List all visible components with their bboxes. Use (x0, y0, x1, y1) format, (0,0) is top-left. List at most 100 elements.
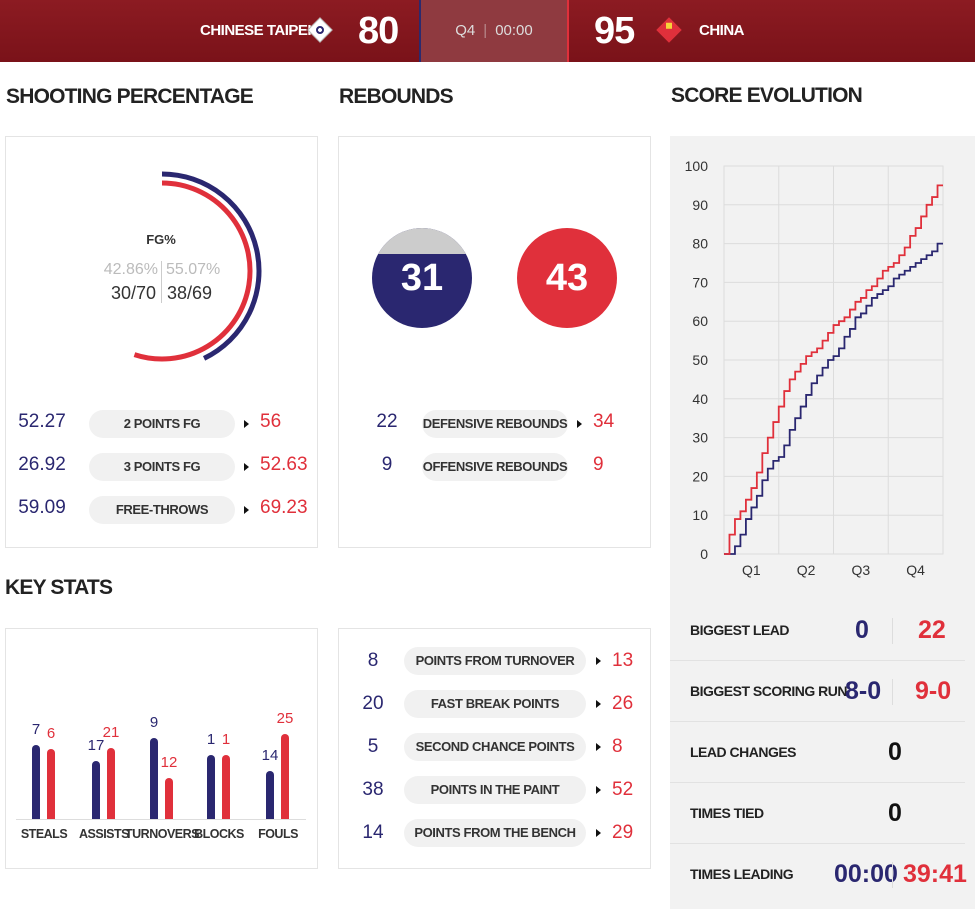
defensive-rebounds-label: DEFENSIVE REBOUNDS (422, 410, 568, 438)
away-3pt-fg: 52.63 (260, 454, 308, 475)
scoreboard-header: CHINESE TAIPEI 80 Q4 | 00:00 95 CHINA (0, 0, 975, 62)
lead-changes-value: 0 (888, 738, 902, 766)
away-biggest-run: 9-0 (915, 677, 952, 705)
score-evolution-title: SCORE EVOLUTION (671, 84, 863, 107)
free-throws-label: FREE-THROWS (89, 496, 235, 524)
home-rebounds-circle: 31 (372, 228, 472, 328)
away-fouls-bar (281, 734, 289, 819)
home-assists-value: 17 (87, 737, 105, 755)
fg-divider (161, 261, 162, 303)
game-clock: Q4 | 00:00 (419, 0, 569, 62)
biggest-lead-label: BIGGEST LEAD (690, 622, 790, 638)
arrow-right-icon (596, 743, 601, 751)
away-blocks-bar (222, 755, 230, 819)
chinese-taipei-flag-icon (307, 17, 333, 43)
home-score: 80 (358, 10, 399, 52)
arrow-right-icon (244, 506, 249, 514)
home-turnovers-bar (150, 738, 158, 819)
2pt-fg-label: 2 POINTS FG (89, 410, 235, 438)
home-steals-bar (32, 745, 40, 819)
arrow-right-icon (244, 420, 249, 428)
shooting-percentage-title: SHOOTING PERCENTAGE (6, 85, 254, 108)
away-rebounds-total: 43 (545, 257, 589, 299)
fast-break-points-label: FAST BREAK POINTS (404, 690, 586, 718)
home-second-chance-points: 5 (367, 736, 379, 757)
arrow-right-icon (596, 786, 601, 794)
home-rebounds-gap (372, 228, 472, 254)
home-offensive-rebounds: 9 (381, 454, 393, 475)
home-defensive-rebounds: 22 (376, 411, 398, 432)
away-times-leading: 39:41 (903, 860, 967, 888)
times-tied-row: TIMES TIED 0 (670, 783, 965, 844)
key-stats-title: KEY STATS (5, 576, 113, 599)
steals-label: STEALS (20, 827, 68, 841)
points-in-paint-label: POINTS IN THE PAINT (404, 776, 586, 804)
blocks-label: BLOCKS (194, 827, 244, 841)
away-steals-bar (47, 748, 55, 819)
home-fouls-value: 14 (261, 747, 279, 765)
y-tick-label: 0 (700, 546, 708, 562)
quarter-label: Q4 (455, 22, 476, 39)
clock-time: 00:00 (495, 22, 533, 39)
arrow-right-icon (244, 463, 249, 471)
y-tick-label: 100 (685, 158, 709, 174)
away-turnovers-value: 12 (160, 754, 178, 772)
away-2pt-fg: 56 (260, 411, 282, 432)
y-tick-label: 30 (692, 430, 708, 446)
home-biggest-lead: 0 (855, 616, 869, 644)
home-3pt-fg: 26.92 (18, 454, 66, 475)
home-score-line (724, 242, 943, 555)
home-team-name: CHINESE TAIPEI (200, 22, 312, 39)
away-assists-bar (107, 747, 115, 819)
biggest-scoring-run-label: BIGGEST SCORING RUN (690, 683, 847, 699)
away-fg-pct: 55.07% (166, 261, 221, 278)
home-bench-points: 14 (362, 822, 384, 843)
x-tick-label: Q4 (906, 562, 925, 578)
away-fg-made: 38/69 (167, 283, 213, 303)
away-bench-points: 29 (612, 822, 634, 843)
row-divider (892, 679, 893, 705)
assists-label: ASSISTS (79, 827, 130, 841)
home-fg-pct: 42.86% (103, 261, 158, 278)
away-steals-value: 6 (46, 724, 56, 742)
times-leading-row: TIMES LEADING 00:00 39:41 (670, 844, 967, 905)
china-flag-icon (656, 17, 682, 43)
fg-arc-chart (133, 171, 262, 362)
key-stats-bars-panel: 7 6 17 21 9 12 1 1 14 25 STEALS ASSISTS TURNOVERS BL… (5, 628, 318, 869)
fg-label: FG% (146, 232, 176, 247)
times-leading-label: TIMES LEADING (690, 866, 794, 882)
x-tick-label: Q3 (852, 562, 871, 578)
row-divider (892, 862, 893, 888)
times-tied-label: TIMES TIED (690, 805, 764, 821)
away-rebounds-circle: 43 (517, 228, 617, 328)
home-assists-bar (92, 761, 100, 819)
away-defensive-rebounds: 34 (593, 411, 615, 432)
away-biggest-lead: 22 (918, 616, 946, 644)
away-offensive-rebounds: 9 (593, 454, 604, 475)
y-tick-label: 90 (692, 197, 708, 213)
away-fouls-value: 25 (276, 710, 294, 727)
points-from-turnover-label: POINTS FROM TURNOVER (404, 647, 586, 675)
away-blocks-value: 1 (221, 731, 231, 748)
home-turnovers-value: 9 (149, 714, 159, 732)
times-tied-value: 0 (888, 799, 902, 827)
home-blocks-bar (207, 755, 215, 819)
y-tick-label: 10 (692, 507, 708, 523)
home-points-in-paint: 38 (362, 779, 384, 800)
away-points-in-paint: 52 (612, 779, 634, 800)
home-steals-value: 7 (31, 721, 41, 739)
y-tick-label: 70 (692, 274, 708, 290)
key-stats-list-panel: 8 POINTS FROM TURNOVER 13 20 FAST BREAK … (338, 628, 651, 869)
key-stats-bar-chart: 7 6 17 21 9 12 1 1 14 25 (6, 629, 319, 819)
home-rebounds-total: 31 (400, 257, 444, 299)
away-team-name: CHINA (699, 22, 745, 39)
rebounds-panel: 31 43 22 DEFENSIVE REBOUNDS 34 9 OFFENSI… (338, 136, 651, 548)
y-tick-label: 80 (692, 236, 708, 252)
home-fouls-bar (266, 771, 274, 819)
score-evolution-chart: 0 10 20 30 40 50 60 70 80 90 100 Q1 Q2 Q3 Q4 (685, 158, 944, 578)
y-tick-label: 40 (692, 391, 708, 407)
away-points-from-turnover: 13 (612, 650, 634, 671)
3pt-fg-label: 3 POINTS FG (89, 453, 235, 481)
home-fg-made: 30/70 (110, 283, 156, 303)
biggest-scoring-run-row: BIGGEST SCORING RUN 8-0 9-0 (670, 661, 965, 722)
